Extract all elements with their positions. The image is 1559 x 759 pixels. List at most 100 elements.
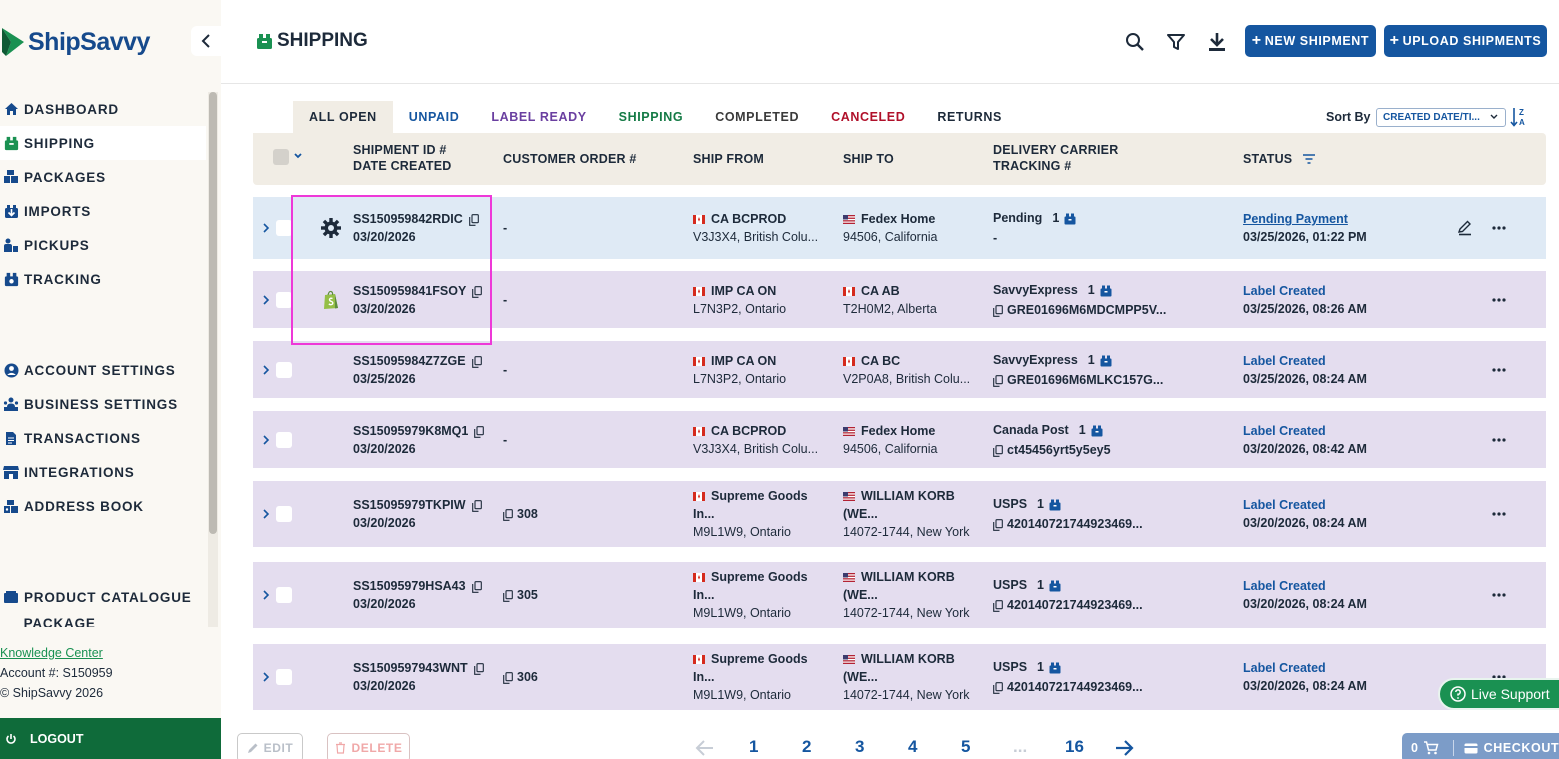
copy-icon[interactable] [468, 213, 479, 226]
table-row[interactable]: SS15095984Z7ZGE 03/25/2026 - IMP CA ON L7N3P… [253, 341, 1546, 398]
status-link[interactable]: Label Created [1243, 354, 1326, 368]
status-link[interactable]: Label Created [1243, 284, 1326, 298]
tracking-number[interactable]: GRE01696M6MDCMPP5V... [1007, 303, 1167, 317]
tracking-number[interactable]: 420140721744923469... [1007, 680, 1143, 694]
more-horizontal-icon[interactable] [1491, 587, 1507, 603]
filter-lines-icon[interactable] [1302, 153, 1316, 165]
tab-unpaid[interactable]: UNPAID [408, 110, 460, 124]
sidebar-item-transactions[interactable]: TRANSACTIONS [0, 421, 206, 455]
sidebar-item-imports[interactable]: IMPORTS [0, 194, 206, 228]
filter-icon[interactable] [1164, 30, 1188, 54]
copy-icon[interactable] [472, 285, 483, 298]
tab-all-open[interactable]: ALL OPEN [293, 101, 393, 133]
shipment-id[interactable]: SS15095979TKPIW [353, 498, 466, 512]
sidebar-item-integrations[interactable]: INTEGRATIONS [0, 455, 206, 489]
tab-canceled[interactable]: CANCELED [831, 110, 906, 124]
checkout-button[interactable]: 0 CHECKOUT [1402, 733, 1559, 759]
page-button-5[interactable]: 5 [961, 737, 971, 756]
brand-logo[interactable]: ShipSavvy [0, 24, 150, 60]
tab-shipping[interactable]: SHIPPING [618, 110, 684, 124]
shipment-id[interactable]: SS15095984Z7ZGE [353, 354, 466, 368]
arrow-right-icon[interactable] [1114, 739, 1134, 757]
live-support-button[interactable]: Live Support [1438, 678, 1559, 710]
sort-direction-icon[interactable]: Z A [1510, 106, 1530, 128]
table-row[interactable]: SS150959842RDIC 03/20/2026 - CA BCPROD V3J3X… [253, 197, 1546, 259]
tab-completed[interactable]: COMPLETED [715, 110, 800, 124]
tracking-number[interactable]: GRE01696M6MLKC157G... [1007, 373, 1164, 387]
sidebar-item-dashboard[interactable]: DASHBOARD [0, 92, 206, 126]
select-all-checkbox[interactable] [273, 149, 289, 165]
table-row[interactable]: SS15095979TKPIW 03/20/2026 308 Supreme Good… [253, 481, 1546, 547]
shipment-id[interactable]: SS15095979HSA43 [353, 579, 466, 593]
sidebar-item-product-catalogue[interactable]: PRODUCT CATALOGUE [0, 580, 206, 614]
chevron-right-icon[interactable] [261, 508, 271, 520]
sort-by-select[interactable]: CREATED DATE/TI... [1376, 108, 1506, 127]
status-link[interactable]: Pending Payment [1243, 212, 1348, 226]
page-button-3[interactable]: 3 [855, 737, 865, 756]
shipment-id[interactable]: SS150959841FSOY [353, 284, 467, 298]
tab-returns[interactable]: RETURNS [937, 110, 1002, 124]
copy-icon[interactable] [993, 444, 1003, 457]
sidebar-item-address-book[interactable]: ADDRESS BOOK [0, 489, 206, 523]
shipment-id[interactable]: SS15095979K8MQ1 [353, 424, 469, 438]
copy-icon[interactable] [474, 425, 485, 438]
copy-icon[interactable] [503, 508, 513, 521]
chevron-right-icon[interactable] [261, 222, 271, 234]
row-checkbox[interactable] [276, 587, 292, 603]
chevron-down-icon[interactable] [293, 151, 303, 161]
shipment-id[interactable]: SS150959842RDIC [353, 212, 463, 226]
more-horizontal-icon[interactable] [1491, 220, 1507, 236]
arrow-left-icon[interactable] [695, 739, 715, 757]
row-checkbox[interactable] [276, 669, 292, 685]
sidebar-item-shipping[interactable]: SHIPPING [0, 126, 206, 160]
sidebar-item-package-preferences[interactable]: PACKAGE PREFERENCES [0, 614, 206, 627]
more-horizontal-icon[interactable] [1491, 292, 1507, 308]
row-checkbox[interactable] [276, 506, 292, 522]
column-header-ship-to[interactable]: SHIP TO [843, 152, 894, 166]
copy-icon[interactable] [473, 662, 484, 675]
page-button-1[interactable]: 1 [749, 737, 759, 756]
chevron-right-icon[interactable] [261, 294, 271, 306]
tracking-number[interactable]: 420140721744923469... [1007, 598, 1143, 612]
sidebar-item-tracking[interactable]: TRACKING [0, 262, 206, 296]
table-row[interactable]: SS15095979K8MQ1 03/20/2026 - CA BCPROD V3J3X… [253, 411, 1546, 468]
sidebar-item-packages[interactable]: PACKAGES [0, 160, 206, 194]
new-shipment-button[interactable]: + NEW SHIPMENT [1245, 25, 1376, 57]
page-button-2[interactable]: 2 [802, 737, 812, 756]
upload-shipments-button[interactable]: + UPLOAD SHIPMENTS [1384, 25, 1547, 57]
copy-icon[interactable] [503, 671, 513, 684]
download-icon[interactable] [1205, 30, 1229, 54]
search-icon[interactable] [1123, 30, 1147, 54]
table-row[interactable]: SS150959841FSOY 03/20/2026 - IMP CA ON L7N3P… [253, 271, 1546, 328]
column-header-status[interactable]: STATUS [1243, 151, 1316, 167]
column-header-carrier[interactable]: DELIVERY CARRIER TRACKING # [993, 142, 1118, 174]
delete-button[interactable]: DELETE [327, 733, 410, 759]
more-horizontal-icon[interactable] [1491, 432, 1507, 448]
copy-icon[interactable] [993, 681, 1003, 694]
row-checkbox[interactable] [276, 292, 292, 308]
sidebar-item-business-settings[interactable]: BUSINESS SETTINGS [0, 387, 206, 421]
chevron-right-icon[interactable] [261, 671, 271, 683]
sidebar-item-account-settings[interactable]: ACCOUNT SETTINGS [0, 353, 206, 387]
sidebar-scrollbar[interactable] [208, 92, 218, 627]
page-button-4[interactable]: 4 [908, 737, 918, 756]
chevron-right-icon[interactable] [261, 434, 271, 446]
chevron-right-icon[interactable] [261, 589, 271, 601]
column-header-shipment-id[interactable]: SHIPMENT ID # DATE CREATED [353, 142, 451, 174]
column-header-customer-order[interactable]: CUSTOMER ORDER # [503, 152, 637, 166]
table-row[interactable]: SS15095979HSA43 03/20/2026 305 Supreme Good… [253, 562, 1546, 628]
row-checkbox[interactable] [276, 432, 292, 448]
column-header-ship-from[interactable]: SHIP FROM [693, 152, 765, 166]
more-horizontal-icon[interactable] [1491, 669, 1507, 685]
row-checkbox[interactable] [276, 362, 292, 378]
copy-icon[interactable] [993, 374, 1003, 387]
copy-icon[interactable] [471, 355, 482, 368]
copy-icon[interactable] [993, 304, 1003, 317]
more-horizontal-icon[interactable] [1491, 506, 1507, 522]
row-checkbox[interactable] [276, 220, 292, 236]
sidebar-item-pickups[interactable]: PICKUPS [0, 228, 206, 262]
status-link[interactable]: Label Created [1243, 579, 1326, 593]
table-row[interactable]: SS1509597943WNT 03/20/2026 306 Supreme Good… [253, 644, 1546, 710]
pencil-icon[interactable] [1457, 220, 1473, 236]
status-link[interactable]: Label Created [1243, 498, 1326, 512]
